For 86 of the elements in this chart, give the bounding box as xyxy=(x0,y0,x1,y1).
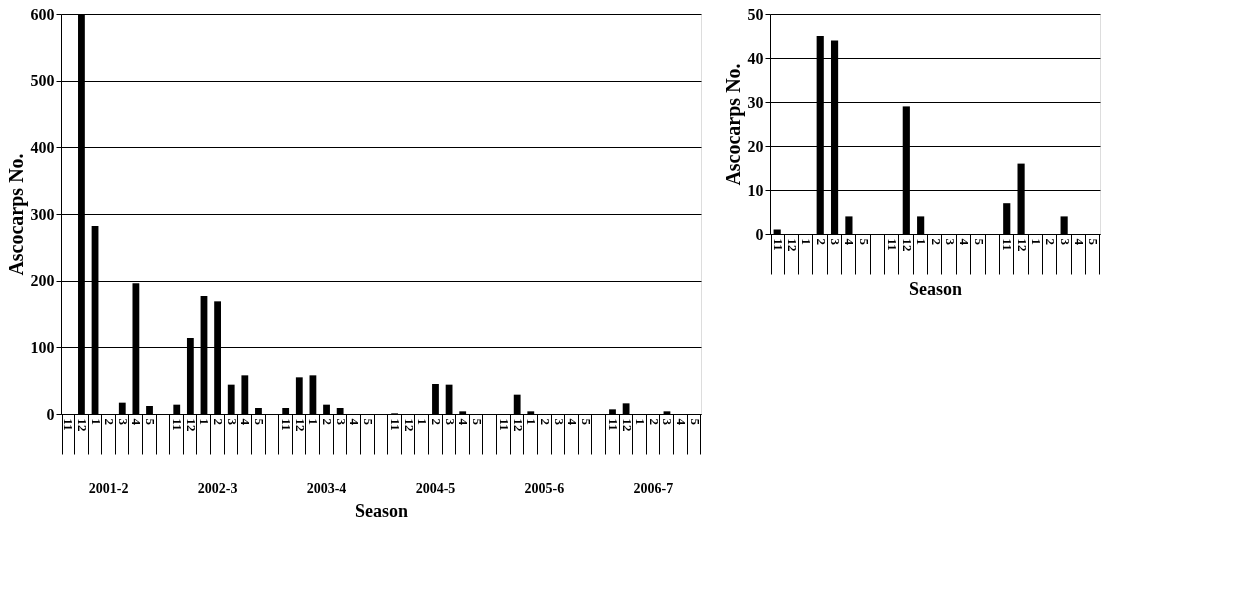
x-tick-label: 2 xyxy=(320,418,336,425)
x-tick-label: 2 xyxy=(813,238,829,245)
y-tick-label: 50 xyxy=(747,5,764,23)
x-tick-label: 3 xyxy=(115,418,131,426)
y-tick-label: 600 xyxy=(30,5,55,23)
x-tick-label: 2 xyxy=(646,418,662,425)
y-tick-label: 400 xyxy=(30,138,55,156)
text: 2004-5 xyxy=(415,481,456,496)
x-tick-label: 2 xyxy=(928,238,944,245)
text: 2006-7 xyxy=(633,481,674,496)
x-tick-label: 2 xyxy=(537,418,553,425)
x-tick-label: 3 xyxy=(333,418,349,426)
x-tick-label: 4 xyxy=(565,418,581,426)
x-tick-label: 4 xyxy=(957,238,973,246)
y-tick-label: 20 xyxy=(747,137,764,155)
x-tick-label: 4 xyxy=(456,418,472,426)
x-tick-label: 5 xyxy=(687,418,703,426)
y-axis-title: Ascocarps No. xyxy=(4,153,28,276)
x-tick-label: 11 xyxy=(61,418,77,431)
x-tick-label: 12 xyxy=(401,418,417,432)
text: 2001-2 xyxy=(88,481,129,496)
x-tick-label: 2 xyxy=(428,418,444,425)
x-tick-label: 12 xyxy=(785,238,801,252)
x-tick-label: 12 xyxy=(619,418,635,432)
x-tick-label: 12 xyxy=(899,238,915,252)
x-tick-label: 5 xyxy=(251,418,267,426)
x-tick-label: 3 xyxy=(660,418,676,426)
x-tick-label: 3 xyxy=(224,418,240,426)
x-tick-label: 11 xyxy=(170,418,186,431)
y-tick-label: 500 xyxy=(30,72,55,90)
x-tick-label: 3 xyxy=(1057,238,1073,246)
text: 2005-6 xyxy=(524,481,565,496)
x-tick-label: 11 xyxy=(770,238,786,251)
x-tick-label: 12 xyxy=(1014,238,1030,252)
y-tick-label: 10 xyxy=(747,181,764,199)
x-tick-label: 12 xyxy=(74,418,90,432)
y-tick-label: 100 xyxy=(30,338,55,356)
x-tick-label: 1 xyxy=(197,418,213,425)
x-tick-label: 12 xyxy=(292,418,308,432)
x-tick-label: 11 xyxy=(885,238,901,251)
x-tick-label: 3 xyxy=(828,238,844,246)
x-tick-label: 4 xyxy=(842,238,858,246)
y-tick-label: 30 xyxy=(747,93,764,111)
y-tick-label: 300 xyxy=(30,205,55,223)
x-tick-label: 2 xyxy=(102,418,118,425)
x-tick-label: 1 xyxy=(633,418,649,425)
text: 2002-3 xyxy=(197,481,238,496)
x-tick-label: 2 xyxy=(211,418,227,425)
x-tick-label: 1 xyxy=(799,238,815,245)
x-tick-label: 1 xyxy=(524,418,540,425)
x-tick-label: 5 xyxy=(469,418,485,426)
x-tick-label: 12 xyxy=(510,418,526,432)
y-tick-label: 40 xyxy=(747,49,764,67)
x-tick-label: 3 xyxy=(442,418,458,426)
x-tick-label: 1 xyxy=(1028,238,1044,245)
x-tick-label: 4 xyxy=(674,418,690,426)
x-axis-title: Season xyxy=(354,501,409,521)
y-axis-title: Ascocarps No. xyxy=(721,63,745,186)
y-tick-label: 0 xyxy=(46,405,55,423)
x-tick-label: 5 xyxy=(971,238,987,246)
x-axis-title: Season xyxy=(908,279,963,299)
y-tick-label: 0 xyxy=(755,225,764,243)
x-tick-label: 11 xyxy=(497,418,513,431)
x-tick-label: 1 xyxy=(88,418,104,425)
y-tick-label: 200 xyxy=(30,272,55,290)
x-tick-label: 2 xyxy=(1043,238,1059,245)
x-tick-label: 11 xyxy=(605,418,621,431)
x-tick-label: 11 xyxy=(1000,238,1016,251)
x-tick-label: 12 xyxy=(183,418,199,432)
x-tick-label: 4 xyxy=(347,418,363,426)
x-tick-label: 5 xyxy=(360,418,376,426)
x-tick-label: 4 xyxy=(238,418,254,426)
x-tick-label: 5 xyxy=(143,418,159,426)
x-tick-label: 4 xyxy=(1071,238,1087,246)
x-tick-label: 5 xyxy=(1086,238,1102,246)
x-tick-label: 1 xyxy=(415,418,431,425)
x-tick-label: 5 xyxy=(856,238,872,246)
text: 2003-4 xyxy=(306,481,347,496)
x-tick-label: 5 xyxy=(578,418,594,426)
x-tick-label: 1 xyxy=(306,418,322,425)
x-tick-label: 4 xyxy=(129,418,145,426)
x-tick-label: 11 xyxy=(279,418,295,431)
x-tick-label: 3 xyxy=(942,238,958,246)
x-tick-label: 3 xyxy=(551,418,567,426)
x-tick-label: 1 xyxy=(914,238,930,245)
x-tick-label: 11 xyxy=(388,418,404,431)
